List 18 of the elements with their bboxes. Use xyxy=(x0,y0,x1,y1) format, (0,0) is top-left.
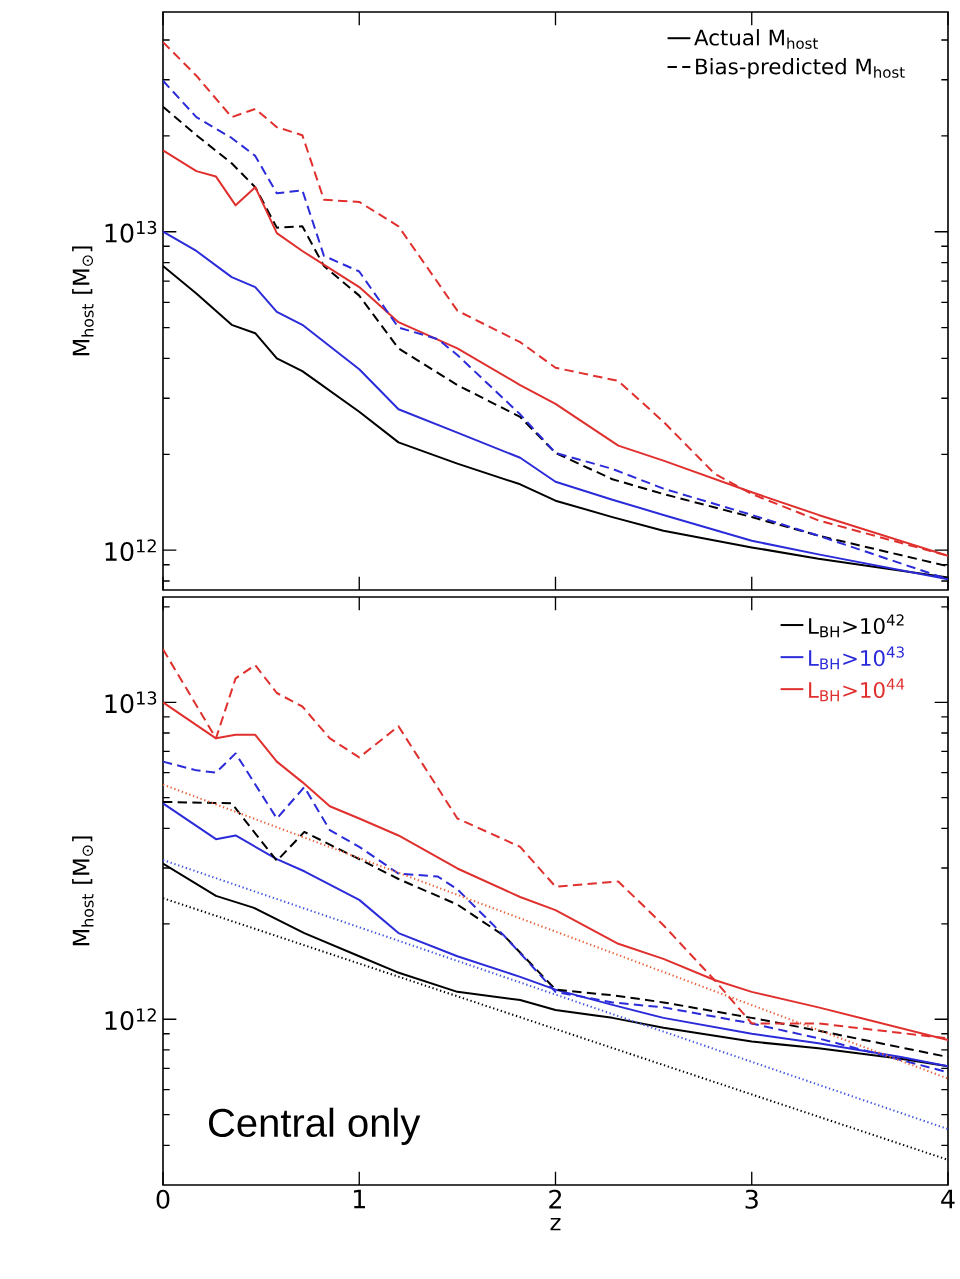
y-axis-title: M$_{host}$ [M$_{⊙}$] xyxy=(71,836,94,946)
legend-label: L$_{BH}$>10$^{44}$ xyxy=(808,678,904,702)
x-tick-label: 1 xyxy=(353,1189,365,1209)
legend-label: L$_{BH}$>10$^{42}$ xyxy=(808,614,904,638)
y-axis-title: M$_{host}$ [M$_{⊙}$] xyxy=(71,246,94,356)
y-tick-label: 10$^{12}$ xyxy=(105,539,156,562)
x-tick-label: 0 xyxy=(156,1189,170,1209)
x-tick-label: 2 xyxy=(549,1189,561,1209)
legend-label: Bias-predicted M$_{host}$ xyxy=(695,57,905,79)
legend-label: Actual M$_{host}$ xyxy=(693,29,818,49)
y-tick-label: 10$^{13}$ xyxy=(105,691,156,714)
x-tick-label: 3 xyxy=(745,1189,758,1209)
y-tick-label: 10$^{12}$ xyxy=(105,1008,156,1031)
legend-label: L$_{BH}$>10$^{43}$ xyxy=(808,646,904,670)
x-tick-label: 4 xyxy=(940,1189,955,1209)
y-tick-label: 10$^{13}$ xyxy=(105,220,156,243)
annotation: Central only xyxy=(208,1107,421,1145)
x-axis-title: z xyxy=(550,1217,561,1231)
